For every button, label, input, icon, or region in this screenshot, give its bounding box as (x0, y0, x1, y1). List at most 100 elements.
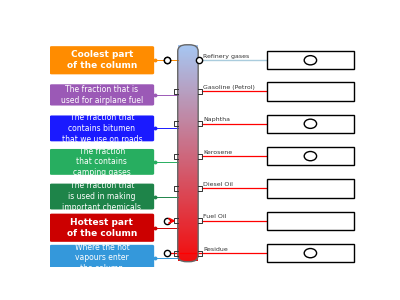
Bar (178, 52, 198, 53)
Bar (178, 67, 198, 68)
Bar (178, 178, 198, 179)
Bar (178, 236, 198, 238)
FancyBboxPatch shape (50, 84, 154, 106)
Bar (178, 72, 198, 73)
Bar (178, 238, 198, 239)
Bar (267, 82, 354, 101)
Bar (267, 115, 354, 133)
Bar (178, 192, 198, 193)
Bar (178, 160, 198, 161)
Bar (178, 244, 198, 245)
Bar (178, 91, 198, 92)
Bar (178, 53, 198, 54)
Bar (178, 200, 198, 201)
Bar (178, 130, 198, 132)
Bar (178, 124, 198, 125)
Bar (178, 59, 198, 60)
Bar (178, 240, 198, 241)
Bar (178, 136, 198, 137)
Bar (178, 68, 198, 69)
Bar (178, 250, 198, 251)
FancyBboxPatch shape (50, 214, 154, 242)
Bar (178, 106, 198, 107)
Bar (178, 66, 198, 67)
Bar (178, 207, 198, 208)
Bar (178, 234, 198, 235)
Bar (178, 215, 198, 216)
Bar (178, 221, 198, 222)
Bar (178, 47, 198, 49)
Bar (178, 258, 198, 259)
Bar (178, 137, 198, 138)
Bar (178, 121, 198, 122)
Bar (178, 175, 198, 176)
Bar (178, 241, 198, 242)
Bar (178, 157, 198, 158)
Bar (267, 179, 354, 198)
Bar (178, 50, 198, 51)
Bar (178, 197, 198, 199)
Bar (178, 152, 198, 153)
Bar (178, 191, 198, 192)
Bar (178, 98, 198, 99)
Bar (178, 143, 198, 145)
Bar (267, 147, 354, 165)
Bar (178, 148, 198, 149)
Bar (178, 182, 198, 184)
Bar (178, 109, 198, 110)
Bar (178, 92, 198, 93)
Bar (178, 86, 198, 87)
Bar (178, 112, 198, 113)
Bar (178, 88, 198, 89)
Bar (178, 56, 198, 57)
Bar (178, 46, 198, 47)
Bar (178, 71, 198, 72)
Bar (178, 116, 198, 118)
Bar (178, 140, 198, 141)
Bar (178, 246, 198, 247)
Bar (178, 58, 198, 59)
Text: Kerosene: Kerosene (203, 150, 232, 155)
Bar (178, 93, 198, 94)
Bar (178, 184, 198, 186)
Bar (178, 49, 198, 50)
Bar (178, 253, 198, 254)
Bar (178, 76, 198, 78)
Bar (178, 105, 198, 106)
Bar (267, 244, 354, 262)
Bar (178, 65, 198, 66)
Bar (178, 201, 198, 202)
Bar (178, 219, 198, 220)
Bar (178, 188, 198, 189)
Bar (178, 73, 198, 74)
Bar (178, 257, 198, 258)
Text: The fraction
that contains
camping gases: The fraction that contains camping gases (73, 147, 131, 177)
Bar (178, 194, 198, 195)
Bar (178, 118, 198, 119)
Bar (178, 176, 198, 177)
Bar (178, 174, 198, 175)
Bar (178, 70, 198, 71)
Bar (178, 208, 198, 209)
Text: Naphtha: Naphtha (203, 117, 230, 122)
Text: The fraction that
contains bitumen
that we use on roads: The fraction that contains bitumen that … (62, 113, 142, 144)
Bar (178, 151, 198, 152)
Bar (178, 181, 198, 182)
Bar (178, 60, 198, 62)
Bar (178, 135, 198, 136)
Bar (178, 180, 198, 181)
Bar (178, 161, 198, 162)
Bar (178, 128, 198, 130)
Text: The fraction that is
used for airplane fuel: The fraction that is used for airplane f… (61, 85, 143, 105)
Bar (178, 242, 198, 243)
Bar (178, 260, 198, 261)
Bar (178, 120, 198, 121)
Bar (178, 233, 198, 234)
Bar (178, 78, 198, 79)
Bar (178, 81, 198, 82)
Bar (178, 100, 198, 101)
Bar (178, 177, 198, 178)
Bar (178, 133, 198, 134)
Bar (178, 83, 198, 84)
Bar (178, 224, 198, 226)
